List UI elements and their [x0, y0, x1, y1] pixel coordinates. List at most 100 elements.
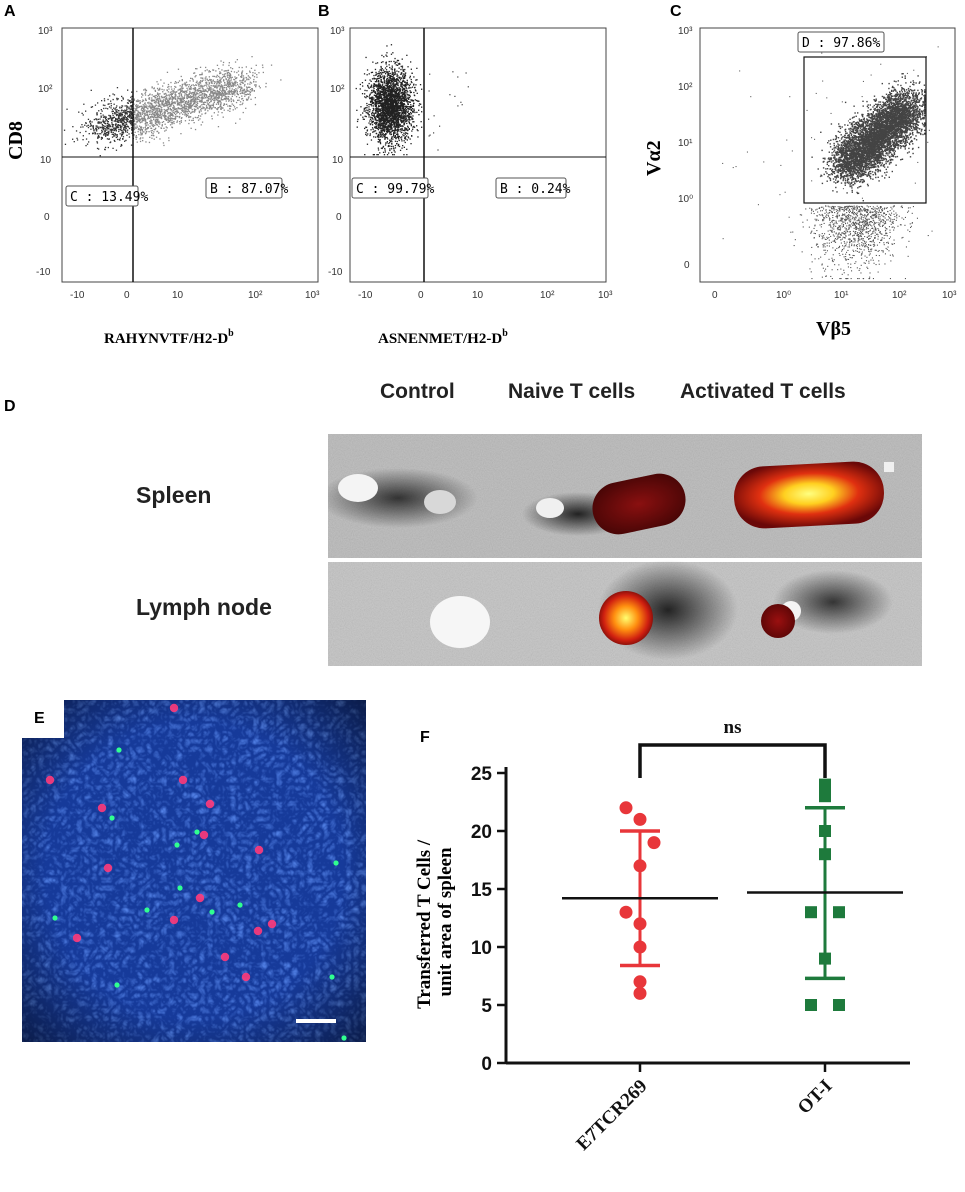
panel-b-letter: B	[318, 3, 330, 20]
event-dot	[145, 114, 147, 116]
event-dot	[160, 79, 162, 81]
event-dot	[221, 95, 223, 97]
event-dot	[386, 89, 388, 92]
event-dot	[135, 117, 137, 119]
event-dot	[100, 115, 102, 117]
event-dot	[210, 108, 213, 110]
event-dot	[146, 113, 148, 115]
event-dot	[156, 124, 158, 126]
event-dot	[394, 129, 396, 131]
event-dot	[114, 135, 116, 137]
b-ytick-2: 10²	[330, 84, 345, 95]
event-dot	[222, 89, 225, 91]
event-dot	[150, 99, 152, 101]
event-dot	[364, 89, 366, 92]
event-dot	[125, 130, 127, 132]
event-dot	[215, 97, 217, 99]
event-dot	[402, 69, 404, 71]
event-dot	[180, 105, 182, 107]
event-dot	[143, 107, 145, 110]
event-dot	[206, 83, 208, 85]
b-ytick-1: 10³	[330, 26, 345, 37]
event-dot	[104, 116, 106, 118]
event-dot	[225, 97, 228, 99]
event-dot	[131, 108, 133, 110]
event-dot	[85, 122, 87, 124]
event-dot	[250, 67, 253, 69]
event-dot	[172, 107, 174, 109]
event-dot	[391, 84, 393, 86]
event-dot	[90, 106, 92, 108]
event-dot	[156, 107, 158, 109]
event-dot	[389, 122, 391, 124]
event-dot	[390, 148, 393, 150]
event-dot	[146, 111, 148, 114]
event-dot	[393, 117, 395, 119]
event-dot	[110, 107, 112, 109]
event-dot	[213, 112, 215, 114]
event-dot	[195, 103, 197, 106]
event-dot	[396, 131, 398, 133]
event-dot	[373, 115, 375, 117]
event-dot	[96, 133, 98, 135]
event-dot	[385, 117, 387, 119]
event-dot	[146, 130, 148, 133]
event-dot	[397, 129, 400, 131]
event-dot	[389, 124, 391, 126]
event-dot	[398, 89, 400, 91]
event-dot	[216, 101, 219, 104]
event-dot	[199, 118, 201, 120]
event-dot	[193, 91, 196, 93]
event-dot	[122, 122, 124, 125]
event-dot	[100, 133, 102, 135]
event-dot	[171, 119, 173, 121]
event-dot	[196, 80, 198, 82]
event-dot	[210, 97, 212, 99]
event-dot	[386, 126, 388, 128]
event-dot	[190, 101, 192, 103]
event-dot	[396, 82, 398, 84]
event-dot	[379, 104, 382, 106]
event-dot	[143, 131, 145, 133]
event-dot	[389, 95, 391, 97]
panel-a-ylabel: CD8	[5, 121, 27, 160]
event-dot	[120, 144, 123, 146]
event-dot	[186, 103, 188, 106]
event-dot	[396, 73, 398, 75]
event-dot	[213, 99, 215, 101]
event-dot	[96, 130, 98, 132]
event-dot	[412, 118, 414, 120]
event-dot	[395, 86, 397, 88]
event-dot	[413, 109, 415, 111]
event-dot	[143, 115, 145, 117]
event-dot	[162, 85, 164, 87]
event-dot	[380, 97, 382, 99]
event-dot	[180, 94, 183, 97]
event-dot	[206, 95, 208, 97]
event-dot	[209, 98, 211, 100]
event-dot	[209, 94, 211, 97]
event-dot	[180, 90, 182, 92]
event-dot	[213, 89, 216, 91]
event-dot	[391, 99, 393, 101]
event-dot	[380, 86, 382, 89]
event-dot	[375, 119, 377, 121]
event-dot	[156, 111, 159, 113]
event-dot	[170, 118, 172, 120]
event-dot	[408, 87, 410, 89]
event-dot	[377, 115, 380, 117]
event-dot	[368, 108, 370, 110]
event-dot	[210, 95, 212, 97]
event-dot	[403, 109, 405, 111]
event-dot	[239, 88, 242, 90]
event-dot	[185, 110, 187, 112]
event-dot	[161, 117, 163, 120]
event-dot	[385, 73, 387, 75]
event-dot	[394, 83, 396, 85]
event-dot	[180, 94, 182, 96]
event-dot	[173, 108, 176, 111]
event-dot	[111, 129, 113, 132]
event-dot	[375, 123, 377, 126]
event-dot	[388, 130, 390, 132]
event-dot	[107, 118, 110, 120]
